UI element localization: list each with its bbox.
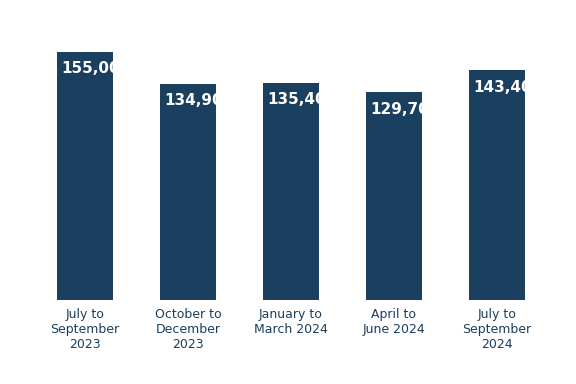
Text: 129,700: 129,700	[370, 102, 439, 117]
Text: 155,000: 155,000	[61, 61, 130, 76]
Text: 143,400: 143,400	[473, 80, 543, 95]
Bar	[469, 70, 525, 300]
Text: 135,400: 135,400	[267, 93, 336, 108]
Bar	[263, 83, 319, 300]
Bar	[56, 51, 113, 300]
Text: 134,900: 134,900	[164, 93, 233, 108]
Bar	[366, 92, 422, 300]
Bar	[160, 84, 216, 300]
